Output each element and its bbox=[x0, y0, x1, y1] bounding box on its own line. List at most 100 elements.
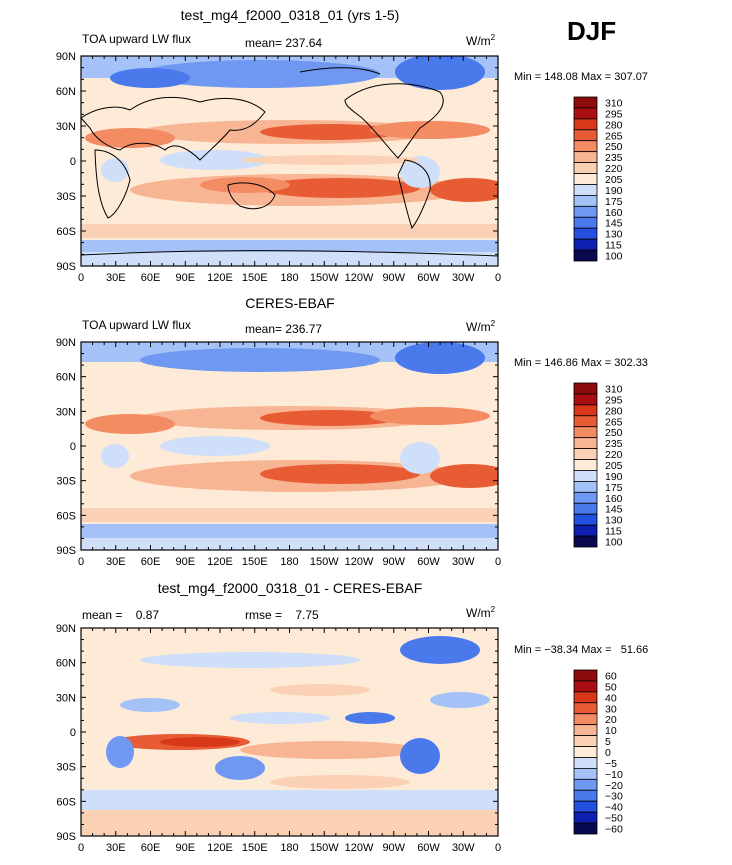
colorbar-label: 145 bbox=[605, 218, 623, 230]
season-label: DJF bbox=[567, 16, 616, 46]
colorbar-swatch bbox=[573, 513, 598, 526]
colorbar-swatch bbox=[573, 205, 598, 218]
colorbar-swatch bbox=[573, 800, 598, 813]
y-tick-label: 0 bbox=[70, 727, 76, 739]
rmse-label: rmse = 7.75 bbox=[245, 608, 319, 622]
colorbar-swatch bbox=[573, 216, 598, 229]
variable-label: TOA upward LW flux bbox=[82, 32, 191, 46]
x-tick-label: 0 bbox=[495, 556, 501, 568]
colorbar-swatch bbox=[573, 107, 598, 120]
axis-ticks bbox=[80, 341, 499, 551]
panel-difference: test_mg4_f2000_0318_01 - CERES-EBAF mean… bbox=[56, 580, 648, 854]
colorbar-swatch bbox=[573, 502, 598, 515]
colorbar-swatch bbox=[573, 194, 598, 207]
colorbar-swatch bbox=[573, 227, 598, 240]
colorbar-swatch bbox=[573, 691, 598, 704]
mean-label: mean= 237.64 bbox=[245, 36, 322, 50]
x-tick-labels: 0 30E 60E 90E 120E 150E 180 150W 120W 90W 60W 30W 0 bbox=[78, 272, 501, 284]
colorbar-label: 175 bbox=[605, 482, 623, 494]
x-tick-label: 120W bbox=[345, 556, 374, 568]
colorbar-label: 0 bbox=[605, 747, 611, 759]
x-tick-label: 60W bbox=[417, 272, 440, 284]
map-field bbox=[81, 56, 498, 266]
x-tick-label: 90E bbox=[175, 556, 195, 568]
colorbar-swatch bbox=[573, 238, 598, 251]
colorbar-label: 250 bbox=[605, 141, 623, 153]
x-tick-label: 150W bbox=[310, 556, 339, 568]
x-tick-label: 60W bbox=[417, 842, 440, 854]
colorbar: 3102952802652502352202051901751601451301… bbox=[573, 382, 623, 549]
colorbar-swatch bbox=[573, 140, 598, 153]
colorbar-swatch bbox=[573, 426, 598, 439]
colorbar-swatch bbox=[573, 669, 598, 682]
colorbar-label: −40 bbox=[605, 802, 623, 814]
colorbar-label: −60 bbox=[605, 824, 623, 836]
colorbar-swatch bbox=[573, 470, 598, 482]
colorbar-label: 235 bbox=[605, 438, 623, 450]
colorbar-label: 30 bbox=[605, 703, 617, 715]
y-tick-label: 90N bbox=[56, 51, 76, 63]
colorbar-label: 265 bbox=[605, 416, 623, 428]
colorbar-label: −20 bbox=[605, 780, 623, 792]
colorbar-swatch bbox=[573, 151, 598, 164]
x-tick-label: 120W bbox=[345, 272, 374, 284]
mean-label: mean = 0.87 bbox=[82, 608, 159, 622]
x-tick-label: 120E bbox=[207, 272, 233, 284]
colorbar-label: 295 bbox=[605, 394, 623, 406]
y-tick-label: 60N bbox=[56, 86, 76, 98]
y-tick-label: 30N bbox=[56, 692, 76, 704]
panel-title: test_mg4_f2000_0318_01 (yrs 1-5) bbox=[181, 7, 400, 23]
x-tick-label: 0 bbox=[78, 556, 84, 568]
colorbar-swatch bbox=[573, 822, 598, 835]
colorbar-swatch bbox=[573, 249, 598, 262]
colorbar-swatch bbox=[573, 535, 598, 548]
colorbar-swatch bbox=[573, 789, 598, 802]
y-tick-label: 30S bbox=[56, 476, 76, 488]
x-tick-label: 90E bbox=[175, 842, 195, 854]
x-tick-label: 120W bbox=[345, 842, 374, 854]
colorbar-label: 220 bbox=[605, 163, 623, 175]
colorbar-label: 220 bbox=[605, 449, 623, 461]
x-tick-label: 180 bbox=[280, 272, 298, 284]
colorbar-label: 205 bbox=[605, 174, 623, 186]
colorbar-label: 130 bbox=[605, 515, 623, 527]
colorbar-swatch bbox=[573, 129, 598, 142]
colorbar-swatch bbox=[573, 746, 598, 758]
x-tick-label: 90W bbox=[382, 556, 405, 568]
y-tick-label: 30N bbox=[56, 406, 76, 418]
x-tick-label: 0 bbox=[78, 842, 84, 854]
y-tick-label: 90N bbox=[56, 623, 76, 635]
y-tick-label: 0 bbox=[70, 156, 76, 168]
variable-label: TOA upward LW flux bbox=[82, 318, 191, 332]
colorbar-swatch bbox=[573, 724, 598, 737]
colorbar-swatch bbox=[573, 118, 598, 131]
colorbar-label: 100 bbox=[605, 537, 623, 549]
minmax-label: Min = 146.86 Max = 302.33 bbox=[514, 357, 648, 369]
x-tick-label: 90W bbox=[382, 272, 405, 284]
x-tick-label: 0 bbox=[495, 842, 501, 854]
map-field bbox=[81, 342, 498, 550]
colorbar-swatch bbox=[573, 702, 598, 715]
x-tick-label: 30E bbox=[106, 842, 126, 854]
x-tick-label: 60E bbox=[141, 556, 161, 568]
colorbar-swatch bbox=[573, 415, 598, 428]
colorbar-swatch bbox=[573, 768, 598, 780]
colorbar-swatch bbox=[573, 491, 598, 504]
colorbar-label: 115 bbox=[605, 526, 622, 538]
y-tick-labels: 90N 60N 30N 0 30S 60S 90S bbox=[56, 51, 76, 273]
colorbar-label: 235 bbox=[605, 152, 623, 164]
colorbar-swatch bbox=[573, 713, 598, 726]
colorbar: 3102952802652502352202051901751601451301… bbox=[573, 96, 623, 263]
x-tick-labels: 0 30E 60E 90E 120E 150E 180 150W 120W 90W 60W 30W 0 bbox=[78, 556, 501, 568]
colorbar-label: 100 bbox=[605, 251, 623, 263]
colorbar-label: 145 bbox=[605, 504, 623, 516]
x-tick-label: 60E bbox=[141, 842, 161, 854]
y-tick-label: 30S bbox=[56, 762, 76, 774]
colorbar-label: 20 bbox=[605, 714, 617, 726]
colorbar-label: −10 bbox=[605, 769, 623, 781]
colorbar-swatch bbox=[573, 778, 598, 791]
colorbar-label: 160 bbox=[605, 493, 623, 505]
x-tick-label: 30W bbox=[452, 842, 475, 854]
